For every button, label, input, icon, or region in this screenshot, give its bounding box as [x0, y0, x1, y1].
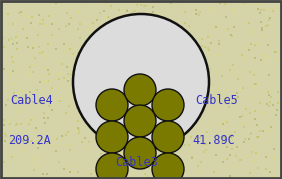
Text: 41.89C: 41.89C: [192, 134, 235, 146]
Circle shape: [152, 153, 184, 179]
Circle shape: [152, 121, 184, 153]
Text: Cable3: Cable3: [115, 156, 158, 168]
Circle shape: [96, 89, 128, 121]
Circle shape: [124, 74, 156, 106]
Circle shape: [96, 153, 128, 179]
Circle shape: [124, 105, 156, 137]
Circle shape: [73, 14, 209, 150]
Text: Cable4: Cable4: [10, 93, 53, 107]
Text: Cable5: Cable5: [195, 93, 238, 107]
Circle shape: [124, 137, 156, 169]
Text: 209.2A: 209.2A: [8, 134, 51, 146]
Circle shape: [96, 121, 128, 153]
Circle shape: [152, 89, 184, 121]
